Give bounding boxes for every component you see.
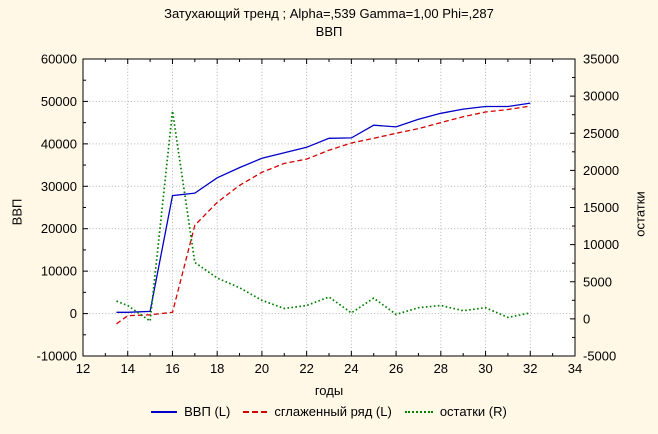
- svg-text:18: 18: [210, 361, 224, 376]
- svg-text:40000: 40000: [41, 136, 77, 151]
- chart-title: Затухающий тренд ; Alpha=,539 Gamma=1,00…: [164, 6, 494, 21]
- dashed-line-icon: [243, 410, 268, 413]
- svg-text:25000: 25000: [583, 126, 619, 141]
- y-axis-label-right: остатки: [632, 191, 648, 237]
- svg-text:12: 12: [76, 361, 90, 376]
- svg-text:10000: 10000: [41, 264, 77, 279]
- svg-text:20: 20: [255, 361, 269, 376]
- legend-label-residuals: остатки (R): [439, 404, 507, 419]
- svg-text:28: 28: [434, 361, 448, 376]
- svg-text:20000: 20000: [41, 221, 77, 236]
- svg-text:0: 0: [583, 311, 590, 326]
- svg-text:50000: 50000: [41, 94, 77, 109]
- legend: ВВП (L) сглаженный ряд (L) остатки (R): [0, 404, 658, 419]
- svg-text:35000: 35000: [583, 52, 619, 67]
- legend-item-smoothed: сглаженный ряд (L): [243, 404, 392, 419]
- legend-label-smoothed: сглаженный ряд (L): [274, 404, 392, 419]
- legend-item-residuals: остатки (R): [404, 404, 507, 419]
- svg-text:0: 0: [70, 306, 77, 321]
- legend-label-vvp: ВВП (L): [184, 404, 231, 419]
- chart-subtitle: ВВП: [315, 24, 343, 39]
- y-axis-label-left: ВВП: [9, 198, 25, 226]
- svg-text:-10000: -10000: [37, 349, 77, 364]
- svg-text:30000: 30000: [583, 89, 619, 104]
- svg-text:-5000: -5000: [583, 349, 616, 364]
- legend-item-vvp: ВВП (L): [151, 404, 230, 419]
- svg-text:5000: 5000: [583, 274, 612, 289]
- svg-text:32: 32: [523, 361, 537, 376]
- x-axis-label: годы: [314, 383, 344, 398]
- dotted-line-icon: [404, 410, 433, 413]
- svg-text:26: 26: [389, 361, 403, 376]
- svg-text:15000: 15000: [583, 200, 619, 215]
- svg-text:20000: 20000: [583, 163, 619, 178]
- svg-text:60000: 60000: [41, 52, 77, 67]
- svg-text:14: 14: [120, 361, 134, 376]
- svg-text:34: 34: [568, 361, 582, 376]
- svg-text:10000: 10000: [583, 237, 619, 252]
- solid-line-icon: [151, 410, 178, 413]
- svg-text:30: 30: [478, 361, 492, 376]
- svg-text:22: 22: [299, 361, 313, 376]
- svg-text:16: 16: [165, 361, 179, 376]
- svg-text:24: 24: [344, 361, 358, 376]
- svg-text:30000: 30000: [41, 179, 77, 194]
